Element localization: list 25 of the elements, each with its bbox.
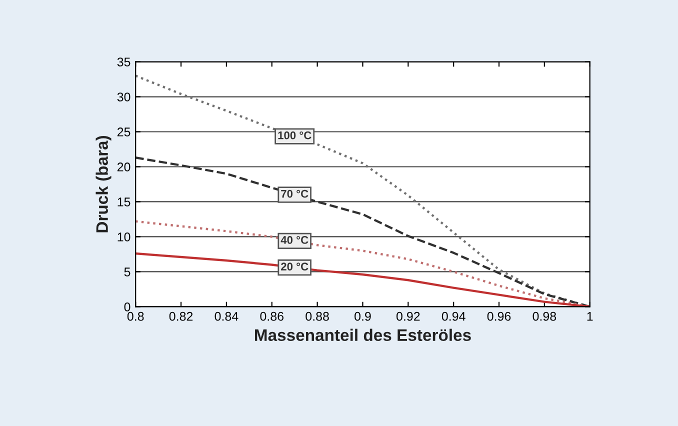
y-tick-label: 15 — [118, 198, 130, 206]
series-label: 100 °C — [278, 131, 312, 140]
y-tick-label: 10 — [118, 232, 130, 242]
x-tick-label: 0.96 — [487, 312, 511, 321]
x-tick-label: 0.82 — [169, 312, 193, 321]
x-tick-label: 0.92 — [396, 312, 420, 321]
x-tick-label: 0.98 — [532, 312, 556, 321]
series-label: 20 °C — [281, 262, 308, 271]
y-tick-label: 35 — [117, 58, 130, 66]
y-axis-title: Druck (bara) — [96, 136, 112, 232]
x-tick-label: 1 — [587, 312, 593, 321]
y-tick-label: 20 — [117, 162, 130, 172]
x-tick-label: 0.8 — [127, 312, 144, 321]
x-tick-label: 0.88 — [306, 312, 329, 321]
y-tick-label: 25 — [117, 128, 130, 136]
y-tick-label: 30 — [117, 92, 130, 102]
y-tick-label: 5 — [124, 268, 130, 276]
x-tick-label: 0.94 — [442, 312, 466, 321]
x-tick-label: 0.9 — [354, 312, 371, 321]
series-label: 40 °C — [280, 236, 308, 244]
series-label: 70 °C — [281, 190, 308, 198]
y-tick-label: 0 — [124, 302, 130, 312]
x-tick-label: 0.84 — [214, 312, 238, 321]
x-tick-label: 0.86 — [260, 312, 284, 321]
x-axis-title: Massenanteil des Esteröles — [255, 328, 471, 342]
